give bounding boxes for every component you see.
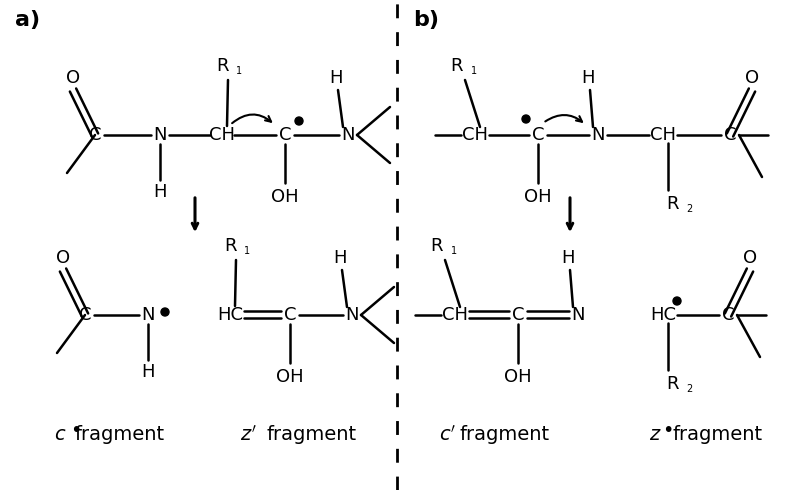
Text: H: H [153, 183, 167, 201]
Text: C: C [721, 306, 734, 324]
Text: H: H [142, 363, 155, 381]
Text: O: O [743, 249, 757, 267]
Text: $_2$: $_2$ [686, 381, 694, 395]
Text: fragment: fragment [75, 425, 165, 444]
Text: N: N [571, 306, 585, 324]
Text: C: C [278, 126, 291, 144]
Text: a): a) [15, 10, 40, 30]
Text: CH: CH [462, 126, 488, 144]
Text: fragment: fragment [460, 425, 550, 444]
Text: R: R [216, 57, 229, 75]
Text: CH: CH [650, 126, 676, 144]
Text: R: R [451, 57, 464, 75]
Text: $z$: $z$ [649, 425, 661, 444]
Text: $_1$: $_1$ [243, 243, 251, 257]
Text: R: R [667, 375, 679, 393]
Text: OH: OH [504, 368, 532, 386]
Text: R: R [667, 195, 679, 213]
Circle shape [673, 297, 681, 305]
Circle shape [161, 308, 169, 316]
Text: C: C [79, 306, 91, 324]
Text: OH: OH [524, 188, 552, 206]
Text: fragment: fragment [673, 425, 763, 444]
Text: O: O [56, 249, 70, 267]
Text: C: C [284, 306, 297, 324]
Text: N: N [153, 126, 167, 144]
Text: N: N [142, 306, 155, 324]
Text: $_1$: $_1$ [450, 243, 457, 257]
Text: HC: HC [217, 306, 243, 324]
Text: H: H [333, 249, 346, 267]
Text: OH: OH [271, 188, 299, 206]
Text: CH: CH [442, 306, 468, 324]
Text: CH: CH [209, 126, 235, 144]
Text: C: C [512, 306, 524, 324]
Text: R: R [224, 237, 237, 255]
Circle shape [522, 115, 530, 123]
Text: •: • [662, 420, 674, 440]
Text: $_1$: $_1$ [235, 63, 242, 77]
Text: •: • [70, 420, 81, 440]
Text: $c$: $c$ [54, 425, 66, 444]
Text: b): b) [413, 10, 439, 30]
Text: N: N [341, 126, 354, 144]
Text: N: N [345, 306, 359, 324]
Text: O: O [745, 69, 759, 87]
Text: $_2$: $_2$ [686, 201, 694, 215]
Text: C: C [724, 126, 736, 144]
Text: H: H [562, 249, 575, 267]
Text: HC: HC [650, 306, 676, 324]
Text: H: H [329, 69, 343, 87]
Circle shape [295, 117, 303, 125]
Text: N: N [591, 126, 605, 144]
Text: fragment: fragment [267, 425, 357, 444]
Text: R: R [431, 237, 443, 255]
Text: C: C [532, 126, 544, 144]
Text: H: H [581, 69, 595, 87]
Text: $_1$: $_1$ [470, 63, 478, 77]
Text: O: O [66, 69, 80, 87]
Text: OH: OH [276, 368, 304, 386]
Text: $z'$: $z'$ [240, 425, 256, 445]
Text: C: C [89, 126, 101, 144]
Text: $c'$: $c'$ [440, 425, 456, 445]
